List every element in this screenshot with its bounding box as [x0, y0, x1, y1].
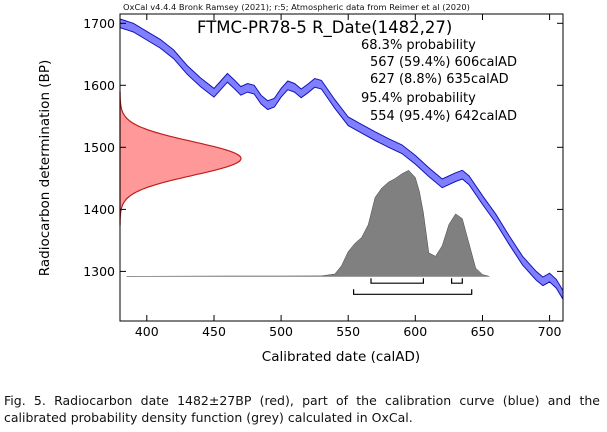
- annotation-68-header: 68.3% probability: [361, 38, 476, 53]
- y-axis-title: Radiocarbon determination (BP): [37, 60, 53, 276]
- software-header: OxCal v4.4.4 Bronk Ramsey (2021); r:5; A…: [123, 2, 470, 12]
- y-tick-label-1400: 1400: [83, 202, 115, 217]
- plot-frame: [119, 13, 564, 322]
- range-bracket-68-2: [451, 278, 463, 284]
- posterior-layer: [126, 169, 490, 277]
- annotation-68-range-2: 627 (8.8%) 635calAD: [370, 72, 509, 87]
- radiocarbon-date-layer: [119, 91, 242, 226]
- chart-title: FTMC-PR78-5 R_Date(1482,27): [197, 18, 452, 38]
- oxcal-calibration-plot: OxCal v4.4.4 Bronk Ramsey (2021); r:5; A…: [37, 2, 564, 365]
- x-tick-label-600: 600: [403, 324, 427, 339]
- annotation-95-header: 95.4% probability: [361, 91, 476, 106]
- range-brackets-layer: [353, 278, 473, 295]
- annotation-68-range-1: 567 (59.4%) 606calAD: [370, 55, 517, 70]
- figure-caption: Fig. 5. Radiocarbon date 1482±27BP (red)…: [4, 393, 600, 425]
- y-tick-label-1600: 1600: [83, 78, 115, 93]
- x-tick-label-650: 650: [471, 324, 495, 339]
- range-bracket-68-1: [370, 278, 424, 284]
- x-tick-label-500: 500: [269, 324, 293, 339]
- posterior-distribution: [126, 169, 490, 277]
- x-tick-label-400: 400: [135, 324, 159, 339]
- annotation-95-range-1: 554 (95.4%) 642calAD: [370, 109, 517, 124]
- y-axis: 1300 1400 1500 1600 1700: [83, 16, 563, 279]
- x-tick-label-700: 700: [538, 324, 562, 339]
- range-bracket-95-1: [353, 289, 473, 295]
- x-axis-title: Calibrated date (calAD): [262, 349, 420, 365]
- radiocarbon-date-distribution: [119, 91, 242, 226]
- y-tick-label-1500: 1500: [83, 140, 115, 155]
- y-tick-label-1300: 1300: [83, 264, 115, 279]
- x-tick-label-550: 550: [336, 324, 360, 339]
- y-tick-label-1700: 1700: [83, 16, 115, 31]
- x-tick-label-450: 450: [202, 324, 226, 339]
- x-axis: 400 450 500 550 600 650 700: [135, 14, 562, 339]
